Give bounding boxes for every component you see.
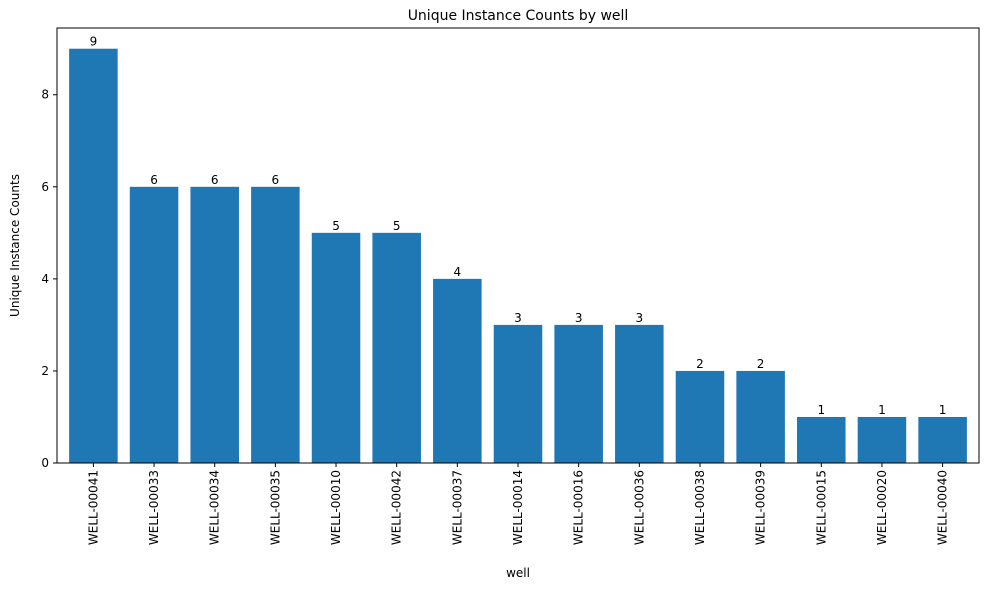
data-label-well-00034: 6: [211, 173, 219, 187]
data-label-well-00020: 1: [878, 403, 886, 417]
bar-well-00037: [433, 278, 482, 463]
bar-well-00035: [251, 186, 300, 464]
x-tick-label: WELL-00037: [450, 470, 464, 545]
chart-title: Unique Instance Counts by well: [408, 8, 629, 24]
x-tick-label: WELL-00041: [86, 470, 100, 545]
bar-well-00014: [493, 324, 543, 463]
data-label-well-00035: 6: [272, 173, 280, 187]
y-tick-label: 2: [41, 364, 49, 378]
bar-well-00040: [918, 416, 967, 463]
x-tick-label: WELL-00010: [329, 470, 343, 545]
x-tick-label: WELL-00038: [693, 470, 707, 545]
x-tick-label: WELL-00034: [208, 470, 222, 545]
data-label-well-00033: 6: [150, 173, 158, 187]
data-labels-layer: 9 6 6 6 5 5 4 3 3 3 2 2 1 1 1: [90, 35, 947, 417]
x-tick-label: WELL-00020: [875, 470, 889, 545]
x-tick-label: WELL-00042: [390, 470, 404, 545]
y-axis-label: Unique Instance Counts: [8, 174, 22, 317]
data-label-well-00042: 5: [393, 219, 401, 233]
y-tick-label: 0: [41, 456, 49, 470]
bar-well-00036: [615, 324, 664, 463]
y-tick-label: 8: [41, 88, 49, 102]
bar-well-00038: [675, 370, 725, 463]
bar-well-00034: [190, 186, 239, 464]
data-label-well-00041: 9: [90, 35, 98, 49]
data-label-well-00015: 1: [817, 403, 825, 417]
bar-well-00033: [129, 186, 179, 464]
axes-layer: 0 2 4 6 8 WELL-00041 WELL-00033 WELL-00034 WELL-…: [41, 27, 980, 545]
data-label-well-00038: 2: [696, 357, 704, 371]
x-tick-label: WELL-00016: [572, 470, 586, 545]
bar-well-00039: [736, 370, 785, 463]
bar-well-00020: [857, 416, 907, 463]
bars-layer: [69, 48, 967, 464]
x-tick-label: WELL-00015: [814, 470, 828, 545]
data-label-well-00010: 5: [332, 219, 340, 233]
data-label-well-00014: 3: [514, 311, 522, 325]
bar-well-00016: [554, 324, 603, 463]
data-label-well-00036: 3: [635, 311, 643, 325]
x-tick-label: WELL-00035: [268, 470, 282, 545]
x-tick-label: WELL-00033: [147, 470, 161, 545]
x-tick-label: WELL-00014: [511, 470, 525, 545]
x-tick-label: WELL-00036: [632, 470, 646, 545]
x-axis-label: well: [506, 566, 530, 580]
x-tick-label: WELL-00039: [754, 470, 768, 545]
bar-well-00041: [69, 48, 118, 463]
data-label-well-00016: 3: [575, 311, 583, 325]
data-label-well-00039: 2: [757, 357, 765, 371]
x-tick-label: WELL-00040: [936, 470, 950, 545]
y-tick-label: 6: [41, 180, 49, 194]
bar-well-00042: [372, 232, 421, 463]
y-tick-label: 4: [41, 272, 49, 286]
data-label-well-00037: 4: [454, 265, 462, 279]
bar-well-00015: [797, 416, 846, 463]
data-label-well-00040: 1: [939, 403, 947, 417]
bar-well-00010: [311, 232, 361, 463]
